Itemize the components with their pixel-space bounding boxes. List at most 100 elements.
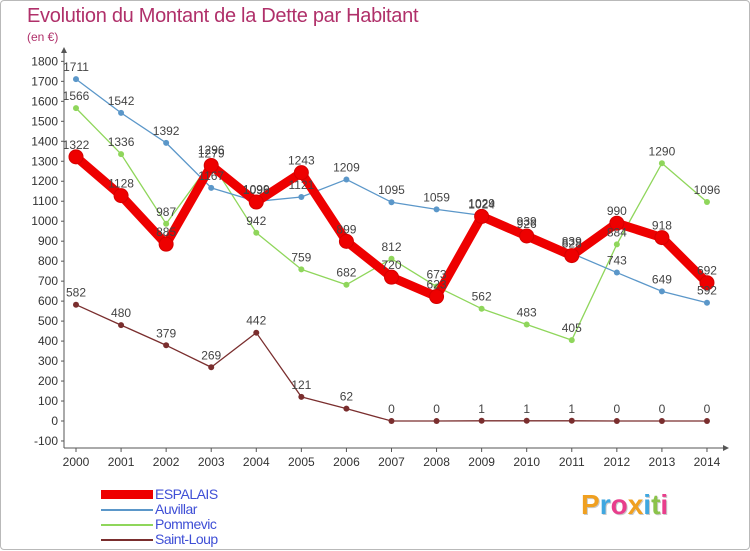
data-label-saint-loup: 1 <box>523 402 530 416</box>
data-point-saint-loup <box>568 417 575 424</box>
y-tick-label: 1600 <box>31 94 58 108</box>
data-point-pommevic <box>163 220 170 227</box>
data-point-espalais <box>564 248 580 264</box>
data-point-saint-loup <box>658 418 665 424</box>
y-tick-label: 400 <box>38 334 58 348</box>
logo-letter: P <box>581 489 600 520</box>
data-point-auvillar <box>658 288 665 295</box>
data-label-auvillar: 1711 <box>63 60 89 74</box>
data-point-saint-loup <box>253 329 260 336</box>
data-label-espalais: 692 <box>697 264 717 278</box>
x-tick-label: 2008 <box>423 455 450 469</box>
data-label-saint-loup: 62 <box>340 390 354 404</box>
logo-letter: t <box>651 489 661 520</box>
data-point-pommevic <box>658 160 665 167</box>
data-point-saint-loup <box>478 417 485 424</box>
data-label-saint-loup: 0 <box>704 402 711 416</box>
data-label-pommevic: 1096 <box>694 183 721 197</box>
data-point-pommevic <box>388 255 395 262</box>
legend-label: ESPALAIS <box>155 486 218 502</box>
data-label-saint-loup: 0 <box>433 402 440 416</box>
data-label-espalais: 918 <box>652 219 672 233</box>
data-point-pommevic <box>478 305 485 312</box>
data-point-saint-loup <box>163 342 170 349</box>
data-point-pommevic <box>613 241 620 248</box>
legend-label: Saint-Loup <box>155 531 218 547</box>
data-label-pommevic: 812 <box>381 240 401 254</box>
data-label-espalais: 1322 <box>63 138 90 152</box>
data-label-auvillar: 649 <box>652 272 672 286</box>
data-label-auvillar: 939 <box>517 214 537 228</box>
x-tick-label: 2010 <box>513 455 540 469</box>
data-point-saint-loup <box>208 364 215 371</box>
data-label-auvillar: 592 <box>697 284 717 298</box>
data-label-saint-loup: 0 <box>659 402 666 416</box>
data-point-espalais <box>654 230 670 246</box>
data-label-pommevic: 942 <box>246 214 266 228</box>
data-point-auvillar <box>388 199 395 206</box>
data-point-saint-loup <box>73 301 79 308</box>
data-label-auvillar: 1059 <box>423 190 450 204</box>
x-axis-arrow <box>723 445 729 451</box>
data-point-pommevic <box>523 321 530 328</box>
data-point-espalais <box>68 149 84 165</box>
y-tick-label: 1400 <box>31 134 58 148</box>
data-label-pommevic: 759 <box>291 250 311 264</box>
data-label-pommevic: 884 <box>607 225 627 239</box>
data-label-espalais: 885 <box>156 225 176 239</box>
data-point-espalais <box>699 275 715 291</box>
data-point-auvillar <box>343 176 350 183</box>
data-label-saint-loup: 379 <box>156 326 176 340</box>
data-point-pommevic <box>298 266 305 273</box>
data-point-espalais <box>609 215 625 231</box>
data-point-auvillar <box>208 184 215 191</box>
data-label-pommevic: 673 <box>427 268 447 282</box>
data-label-auvillar: 1542 <box>108 94 135 108</box>
data-label-saint-loup: 1 <box>478 402 485 416</box>
data-point-pommevic <box>253 229 260 236</box>
data-point-pommevic <box>703 199 710 206</box>
data-point-espalais <box>293 165 309 181</box>
x-tick-label: 2014 <box>694 455 721 469</box>
data-point-saint-loup <box>388 418 395 424</box>
y-tick-label: 700 <box>38 274 58 288</box>
data-label-pommevic: 1336 <box>108 135 135 149</box>
data-label-pommevic: 987 <box>156 205 176 219</box>
chart-title: Evolution du Montant de la Dette par Hab… <box>27 5 419 27</box>
y-tick-label: 1800 <box>31 54 58 68</box>
data-point-saint-loup <box>433 418 440 424</box>
data-point-auvillar <box>433 206 440 213</box>
y-tick-label: 1100 <box>32 194 58 208</box>
data-label-auvillar: 1099 <box>243 182 270 196</box>
data-point-pommevic <box>118 151 125 158</box>
logo-letter: i <box>643 489 652 520</box>
data-label-auvillar: 1209 <box>333 160 360 174</box>
data-label-espalais: 623 <box>427 278 447 292</box>
x-tick-label: 2000 <box>63 455 90 469</box>
legend-swatch <box>101 509 153 511</box>
x-tick-label: 2007 <box>378 455 405 469</box>
data-point-saint-loup <box>703 418 710 424</box>
data-point-auvillar <box>163 139 170 146</box>
x-tick-label: 2006 <box>333 455 360 469</box>
data-label-auvillar: 743 <box>607 254 627 268</box>
data-point-espalais <box>519 228 535 244</box>
y-tick-label: 800 <box>38 254 58 268</box>
data-label-auvillar: 1121 <box>288 178 314 192</box>
chart-subtitle: (en €) <box>27 30 59 44</box>
data-label-pommevic: 1566 <box>63 89 90 103</box>
data-point-auvillar <box>613 269 620 276</box>
data-label-auvillar: 1167 <box>198 169 224 183</box>
data-label-espalais: 990 <box>607 204 627 218</box>
data-point-pommevic <box>568 337 575 344</box>
logo-letter: o <box>610 489 628 520</box>
y-tick-label: 1200 <box>31 174 58 188</box>
data-point-saint-loup <box>298 393 305 400</box>
data-point-espalais <box>383 269 399 285</box>
data-point-pommevic <box>73 105 79 112</box>
logo-letter: i <box>660 489 669 520</box>
x-tick-label: 2002 <box>153 455 180 469</box>
data-point-auvillar <box>73 76 79 83</box>
